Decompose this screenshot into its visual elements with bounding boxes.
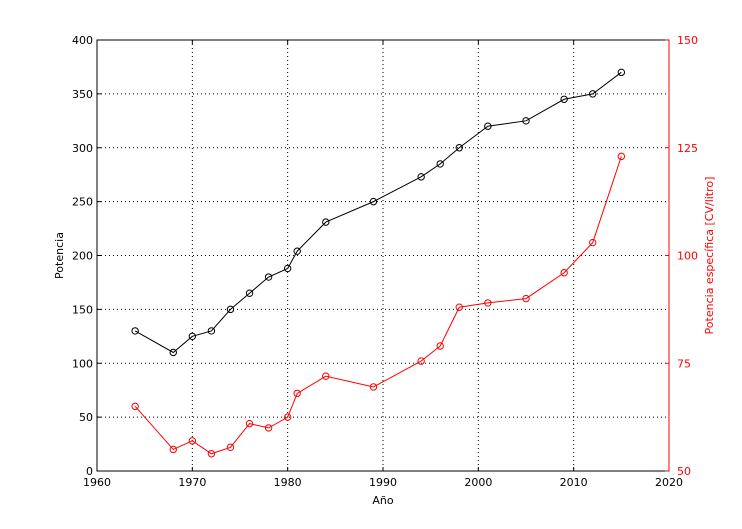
data-point-marker [293,389,301,398]
data-point-marker [322,218,330,226]
series-line [134,156,622,455]
x-tick-label: 1980 [274,476,302,489]
data-point-marker [245,419,254,428]
data-point-marker [455,144,463,152]
x-tick-label: 2010 [560,476,588,489]
data-point-marker [417,173,425,181]
left-y-tick-label: 300 [72,142,93,155]
left-y-tick-label: 100 [72,357,93,370]
right-y-axis-title: Potencia específica [CV/litro] [703,177,716,335]
data-point-marker [617,152,626,161]
data-point-marker [436,342,444,350]
axis-ticks: 1960 1970 1980 1990 2000 2010 2020 0 50 100 150 200… [72,34,698,489]
data-point-marker [207,450,216,458]
x-tick-label: 2000 [464,476,492,489]
right-y-tick-label: 125 [677,142,698,155]
x-tick-label: 1960 [83,476,111,489]
data-point-marker [484,122,492,130]
data-point-marker [436,160,444,168]
data-point-marker [589,238,597,247]
left-y-tick-label: 400 [72,34,93,47]
right-y-tick-label: 150 [677,34,698,47]
left-y-tick-label: 350 [72,88,93,101]
data-point-marker [264,424,273,432]
data-point-marker [369,383,378,391]
data-point-marker [131,327,139,335]
data-point-marker [131,402,139,411]
data-point-marker [322,372,330,380]
data-point-marker [169,348,177,357]
x-tick-label: 1970 [178,476,206,489]
series-left-axis [131,68,626,357]
data-point-marker [522,117,530,125]
data-point-marker [264,273,273,281]
data-point-marker [188,332,197,341]
x-tick-label: 2020 [655,476,683,489]
data-point-marker [455,303,463,311]
series-line [134,71,622,354]
data-point-marker [245,289,254,297]
data-point-marker [369,197,378,206]
x-axis-title: Año [372,494,393,507]
data-point-marker [283,264,292,273]
series-right-axis [131,152,626,458]
data-point-marker [207,327,216,335]
left-y-tick-label: 0 [86,465,93,478]
data-point-marker [169,445,177,454]
data-point-marker [560,269,568,277]
grid-lines [97,40,669,471]
data-point-marker [226,443,235,451]
left-y-tick-label: 150 [72,303,93,316]
left-y-tick-label: 50 [79,411,93,424]
right-y-tick-label: 100 [677,250,698,263]
right-y-tick-label: 50 [677,465,691,478]
left-y-axis-title: Potencia [53,232,66,279]
data-point-marker [188,437,197,445]
data-point-marker [617,68,626,77]
data-point-marker [293,247,301,255]
data-point-marker [560,95,568,103]
data-point-marker [484,299,492,307]
right-y-tick-label: 75 [677,357,691,370]
data-point-marker [522,294,530,303]
x-tick-label: 1990 [369,476,397,489]
data-point-marker [283,413,292,421]
data-point-marker [417,357,425,365]
left-y-tick-label: 250 [72,196,93,209]
data-point-marker [226,305,235,314]
data-point-marker [589,90,597,98]
series-layer [131,68,626,458]
left-y-tick-label: 200 [72,250,93,263]
